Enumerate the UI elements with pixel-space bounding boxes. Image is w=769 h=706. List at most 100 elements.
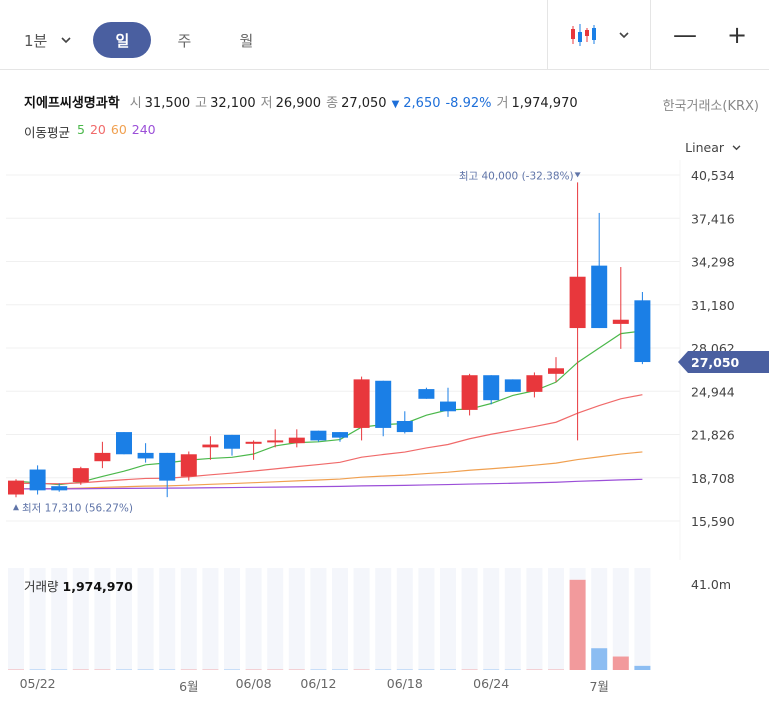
volume-bg-column [267, 568, 284, 670]
ma-period-5: 5 [77, 122, 85, 137]
candle-body [634, 300, 651, 363]
y-tick-label: 21,826 [691, 428, 735, 443]
low-value: 26,900 [275, 96, 322, 111]
open-value: 31,500 [144, 96, 191, 111]
candle [116, 432, 132, 455]
moving-average-title: 이동평균 [24, 125, 71, 140]
interval-select[interactable]: 1분 [24, 30, 71, 51]
candle-body [591, 265, 608, 329]
candlestick-icon [571, 24, 596, 46]
candle-body [332, 432, 348, 438]
ma-period-60: 60 [110, 122, 127, 137]
candle [51, 483, 68, 492]
y-tick-label: 31,180 [691, 298, 735, 313]
stock-info-line: 지에프씨생명과학 시 31,500 고 32,100 저 26,900 종 27… [24, 92, 583, 111]
volume-bg-column [288, 568, 305, 670]
candle-body [159, 452, 176, 481]
moving-average-legend[interactable]: 이동평균 5 20 60 240 [24, 122, 156, 141]
volume-bg-column [51, 568, 68, 670]
volume-bg-column [8, 568, 24, 670]
zoom-in-button[interactable]: + [726, 21, 748, 49]
stock-name: 지에프씨생명과학 [24, 96, 120, 111]
volume-label: 거 [496, 96, 509, 111]
x-tick-label: 06/08 [235, 676, 272, 691]
volume-bar [591, 648, 608, 670]
candle-body [267, 440, 284, 443]
ma-60-line [15, 451, 643, 490]
candle-body [310, 430, 327, 441]
volume-bg-column [332, 568, 348, 670]
low-annotation: 최저 17,310 (56.27%) [22, 502, 133, 514]
candle-body [461, 375, 478, 410]
volume-bg-column [418, 568, 435, 670]
volume-bg-column [375, 568, 392, 670]
chevron-down-icon [619, 31, 629, 38]
volume-chart-title: 거래량 [24, 579, 59, 594]
chart-type-select[interactable] [548, 0, 650, 70]
x-tick-label: 05/22 [19, 676, 56, 691]
volume-bg-column [591, 568, 608, 670]
candle-body [137, 452, 154, 459]
candle [180, 451, 197, 481]
y-tick-label: 40,534 [691, 168, 735, 183]
candle-body [504, 379, 521, 392]
candle [202, 436, 219, 460]
y-tick-label: 34,298 [691, 255, 735, 270]
volume-bg-column [612, 568, 629, 670]
candle [29, 465, 46, 495]
candle [634, 291, 651, 365]
candle-body [396, 420, 413, 433]
current-price-tag [678, 351, 769, 374]
volume-tick-label: 41.0m [691, 577, 731, 592]
zoom-out-button[interactable]: — [672, 21, 697, 49]
price-chart[interactable]: 40,53437,41634,29831,18028,06224,94421,8… [0, 160, 769, 560]
candle-body [483, 375, 500, 401]
candle [483, 375, 500, 405]
volume-value: 1,974,970 [511, 96, 578, 111]
period-button-week[interactable]: 주 [177, 31, 192, 50]
volume-bg-column [29, 568, 46, 670]
volume-bg-column [526, 568, 543, 670]
change-down-icon: ▼ [391, 99, 400, 110]
high-value: 32,100 [210, 96, 256, 111]
candle-body [612, 319, 629, 324]
volume-bg-column [137, 568, 154, 670]
scale-mode-select[interactable]: Linear [685, 140, 741, 155]
volume-chart[interactable]: 41.0m [0, 568, 769, 672]
candle [310, 430, 327, 442]
candle [504, 379, 521, 392]
volume-bg-column [504, 568, 521, 670]
ma-period-20: 20 [89, 122, 106, 137]
volume-bg-column [224, 568, 240, 670]
high-annotation: 최고 40,000 (-32.38%) [459, 170, 574, 182]
candle-body [8, 480, 24, 495]
candle-body [116, 432, 132, 455]
candle [591, 212, 608, 329]
volume-bg-column [116, 568, 132, 670]
volume-bg-column [440, 568, 456, 670]
candle [332, 432, 348, 442]
y-tick-label: 15,590 [691, 514, 735, 529]
period-button-month[interactable]: 월 [239, 31, 254, 50]
candle [224, 434, 240, 456]
candle [267, 429, 284, 448]
candle [526, 372, 543, 398]
ma-20-line [15, 394, 643, 485]
candle-body [569, 276, 586, 329]
x-tick-label: 06/12 [300, 676, 337, 691]
x-tick-label: 7월 [589, 679, 609, 694]
candle [612, 267, 629, 349]
change-percent: -8.92% [445, 96, 492, 111]
period-button-day[interactable]: 일 [93, 22, 152, 58]
ma-240-line [15, 478, 643, 490]
chevron-down-icon [732, 144, 741, 150]
candle [461, 373, 478, 416]
change-value: 2,650 [403, 96, 441, 111]
interval-select-label: 1분 [24, 31, 48, 50]
volume-bg-column [159, 568, 176, 670]
candle-body [245, 441, 262, 444]
candle [245, 440, 262, 460]
volume-bg-column [245, 568, 262, 670]
volume-bg-column [483, 568, 500, 670]
